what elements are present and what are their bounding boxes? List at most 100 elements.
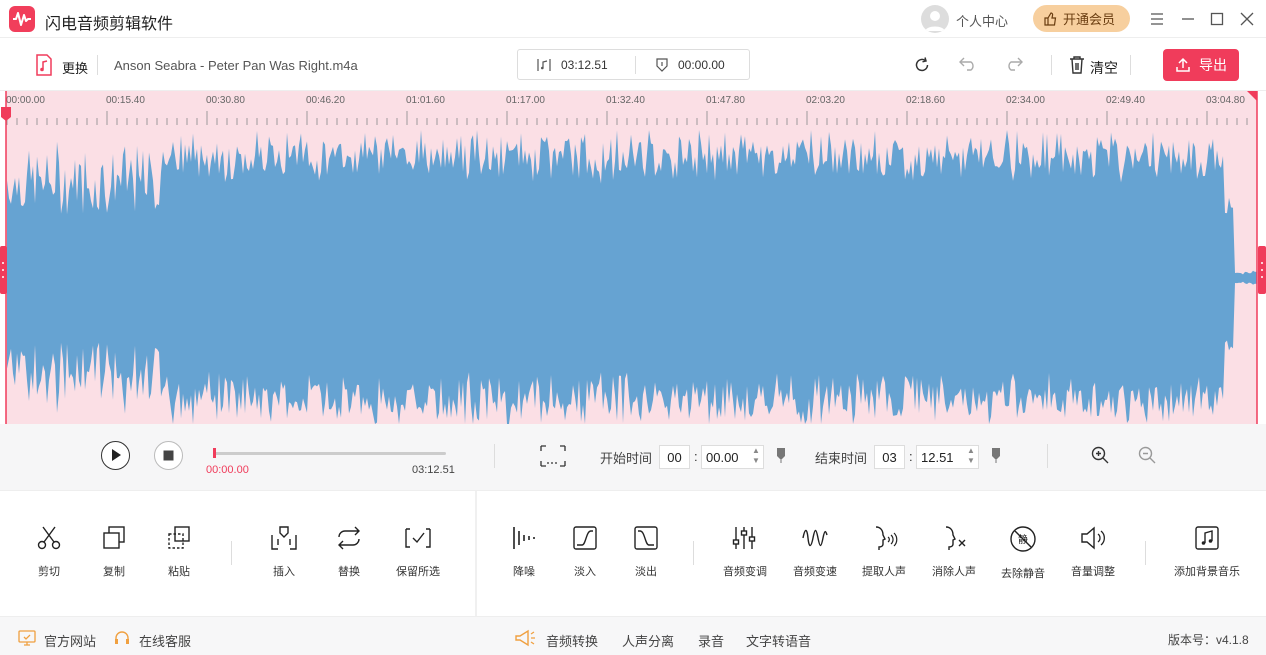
end-spinner[interactable]: ▲ ▼ <box>967 446 975 465</box>
time-colon: : <box>694 449 698 464</box>
cursor-time: 00:00.00 <box>678 58 725 72</box>
website-icon <box>18 630 36 646</box>
zoom-in-icon[interactable] <box>1091 446 1109 464</box>
minimize-icon[interactable] <box>1180 11 1196 27</box>
close-icon[interactable] <box>1239 11 1255 27</box>
tool-label: 剪切 <box>38 566 60 578</box>
title-bar: 闪电音频剪辑软件 个人中心 开通会员 <box>0 0 1266 38</box>
avatar[interactable] <box>921 5 949 33</box>
zoom-out-icon[interactable] <box>1138 446 1156 464</box>
online-support-link[interactable]: 在线客服 <box>139 634 192 649</box>
text-to-speech-link[interactable]: 文字转语音 <box>746 634 812 649</box>
refresh-icon[interactable] <box>913 56 931 74</box>
tool-replace[interactable]: 替换 <box>314 525 384 579</box>
maximize-icon[interactable] <box>1209 11 1225 27</box>
tool-label: 降噪 <box>513 566 535 578</box>
waveform-canvas[interactable]: 00:00.00 00:15.40 00:30.80 00:46.20 01:01.60… <box>0 91 1266 424</box>
tool-remove-silence[interactable]: 静 去除静音 <box>988 525 1058 581</box>
timeline-tick-label: 01:32.40 <box>606 95 645 106</box>
timeline-tick-label: 00:30.80 <box>206 95 245 106</box>
start-minutes-input[interactable]: 00 <box>659 445 690 469</box>
tool-cut[interactable]: 剪切 <box>14 525 84 579</box>
tool-label: 去除静音 <box>1001 568 1045 580</box>
version-label: 版本号：v4.1.8 <box>1168 633 1249 647</box>
thumb-up-icon <box>1044 11 1057 26</box>
remove-vocal-icon <box>945 526 966 550</box>
user-center-link[interactable]: 个人中心 <box>956 14 1009 29</box>
export-button[interactable]: 导出 <box>1163 49 1239 81</box>
menu-icon[interactable] <box>1149 11 1165 27</box>
tool-fade-in[interactable]: 淡入 <box>550 525 620 579</box>
divider <box>231 541 232 565</box>
headset-icon <box>115 631 129 644</box>
replace-file-button[interactable]: 更换 <box>62 61 89 76</box>
tool-pitch[interactable]: 音频变调 <box>710 525 780 579</box>
official-website-link[interactable]: 官方网站 <box>44 634 97 649</box>
divider <box>1051 55 1052 75</box>
timeline-tick-label: 00:15.40 <box>106 95 145 106</box>
vip-button[interactable]: 开通会员 <box>1033 5 1130 32</box>
play-button[interactable] <box>101 441 130 470</box>
tool-label: 音频变调 <box>723 566 767 578</box>
fade-out-icon <box>634 526 658 550</box>
tool-bg-music[interactable]: 添加背景音乐 <box>1167 525 1247 579</box>
tool-extract-vocal[interactable]: 提取人声 <box>849 525 919 579</box>
tool-insert[interactable]: 插入 <box>249 525 319 579</box>
speed-icon <box>802 529 828 547</box>
trash-icon[interactable] <box>1069 55 1085 74</box>
divider <box>1047 444 1048 468</box>
start-spinner[interactable]: ▲ ▼ <box>752 446 760 465</box>
tool-label: 粘贴 <box>168 566 190 578</box>
progress-track[interactable] <box>213 448 446 458</box>
audio-convert-link[interactable]: 音频转换 <box>546 634 599 649</box>
tool-remove-vocal[interactable]: 消除人声 <box>919 525 989 579</box>
stop-button[interactable] <box>154 441 183 470</box>
end-minutes-input[interactable]: 03 <box>874 445 905 469</box>
vocal-separation-link[interactable]: 人声分离 <box>622 634 675 649</box>
file-name: Anson Seabra - Peter Pan Was Right.m4a <box>114 58 358 73</box>
waveform-editor[interactable]: 00:00.00 00:15.40 00:30.80 00:46.20 01:01.60… <box>0 91 1266 424</box>
megaphone-icon <box>515 629 535 647</box>
paste-icon <box>168 526 190 549</box>
tool-speed[interactable]: 音频变速 <box>780 525 850 579</box>
total-duration: 03:12.51 <box>561 58 608 72</box>
music-file-icon[interactable] <box>35 54 53 76</box>
select-range-icon[interactable] <box>540 445 566 467</box>
progress-thumb[interactable] <box>213 448 216 458</box>
duration-time: 03:12.51 <box>412 464 455 476</box>
stop-icon <box>163 450 174 461</box>
remove-silence-icon: 静 <box>1010 526 1036 552</box>
redo-icon[interactable] <box>1004 57 1024 71</box>
set-end-marker-icon[interactable] <box>991 447 1001 463</box>
tool-label: 保留所选 <box>396 566 440 578</box>
tool-keep-selection[interactable]: 保留所选 <box>383 525 453 579</box>
time-info-box: 03:12.51 00:00.00 <box>517 49 750 80</box>
timeline-tick-label: 00:46.20 <box>306 95 345 106</box>
time-colon: : <box>909 449 913 464</box>
pitch-icon <box>732 527 756 549</box>
timeline-tick-label: 02:18.60 <box>906 95 945 106</box>
fade-in-icon <box>573 526 597 550</box>
timeline-tick-label: 02:34.00 <box>1006 95 1045 106</box>
tool-label: 添加背景音乐 <box>1174 566 1240 578</box>
end-seconds-input[interactable]: 12.51 <box>916 445 979 469</box>
panel-divider <box>475 491 477 617</box>
tool-fade-out[interactable]: 淡出 <box>611 525 681 579</box>
position-time: 00:00.00 <box>206 464 249 476</box>
divider <box>635 56 636 74</box>
set-start-marker-icon[interactable] <box>776 447 786 463</box>
playhead-marker[interactable] <box>1 107 11 121</box>
record-link[interactable]: 录音 <box>698 634 725 649</box>
undo-icon[interactable] <box>958 57 978 71</box>
start-seconds-input[interactable]: 00.00 <box>701 445 764 469</box>
denoise-icon <box>513 527 535 549</box>
tool-copy[interactable]: 复制 <box>79 525 149 579</box>
tool-paste[interactable]: 粘贴 <box>144 525 214 579</box>
tool-denoise[interactable]: 降噪 <box>489 525 559 579</box>
duration-icon <box>537 59 551 71</box>
clear-button[interactable]: 清空 <box>1090 60 1118 76</box>
tool-volume[interactable]: 音量调整 <box>1058 525 1128 579</box>
timeline-tick-label: 01:01.60 <box>406 95 445 106</box>
timeline-tick-label: 02:49.40 <box>1106 95 1145 106</box>
tool-label: 淡入 <box>574 566 596 578</box>
